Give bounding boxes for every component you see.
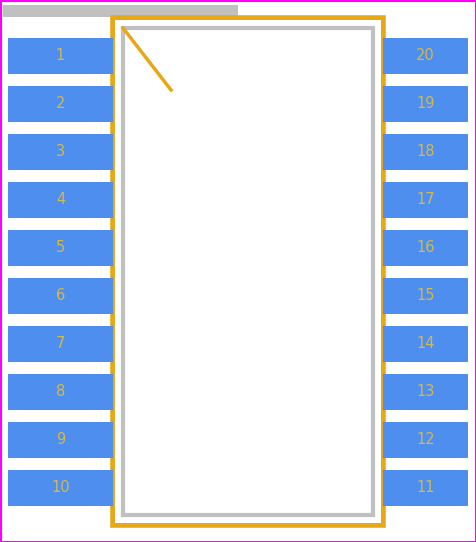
Bar <box>8 326 113 362</box>
Bar <box>383 278 468 313</box>
Text: 18: 18 <box>416 144 435 159</box>
Bar <box>8 37 113 74</box>
Bar <box>3 5 238 17</box>
Bar <box>383 86 468 121</box>
Text: 15: 15 <box>416 288 435 303</box>
Text: 8: 8 <box>56 384 65 399</box>
Text: 12: 12 <box>416 432 435 447</box>
Text: 1: 1 <box>56 48 65 63</box>
Text: 19: 19 <box>416 96 435 111</box>
Text: 2: 2 <box>56 96 65 111</box>
Text: 5: 5 <box>56 240 65 255</box>
Bar <box>8 278 113 313</box>
Text: 11: 11 <box>416 480 435 495</box>
Bar <box>383 326 468 362</box>
Bar <box>113 18 383 525</box>
Bar <box>8 229 113 266</box>
Bar <box>8 182 113 217</box>
Text: 4: 4 <box>56 192 65 207</box>
Bar <box>8 86 113 121</box>
Bar <box>123 28 373 515</box>
Text: 13: 13 <box>416 384 435 399</box>
Text: 9: 9 <box>56 432 65 447</box>
Bar <box>8 373 113 410</box>
Bar <box>383 422 468 457</box>
Bar <box>383 469 468 506</box>
Text: 17: 17 <box>416 192 435 207</box>
Text: 20: 20 <box>416 48 435 63</box>
Text: 6: 6 <box>56 288 65 303</box>
Bar <box>8 422 113 457</box>
Bar <box>383 182 468 217</box>
Bar <box>383 37 468 74</box>
Text: 7: 7 <box>56 336 65 351</box>
Bar <box>383 133 468 170</box>
Bar <box>115 20 381 523</box>
Bar <box>8 469 113 506</box>
Bar <box>383 373 468 410</box>
Text: 16: 16 <box>416 240 435 255</box>
Bar <box>383 229 468 266</box>
Text: 14: 14 <box>416 336 435 351</box>
Text: 3: 3 <box>56 144 65 159</box>
Text: 10: 10 <box>51 480 70 495</box>
Bar <box>8 133 113 170</box>
